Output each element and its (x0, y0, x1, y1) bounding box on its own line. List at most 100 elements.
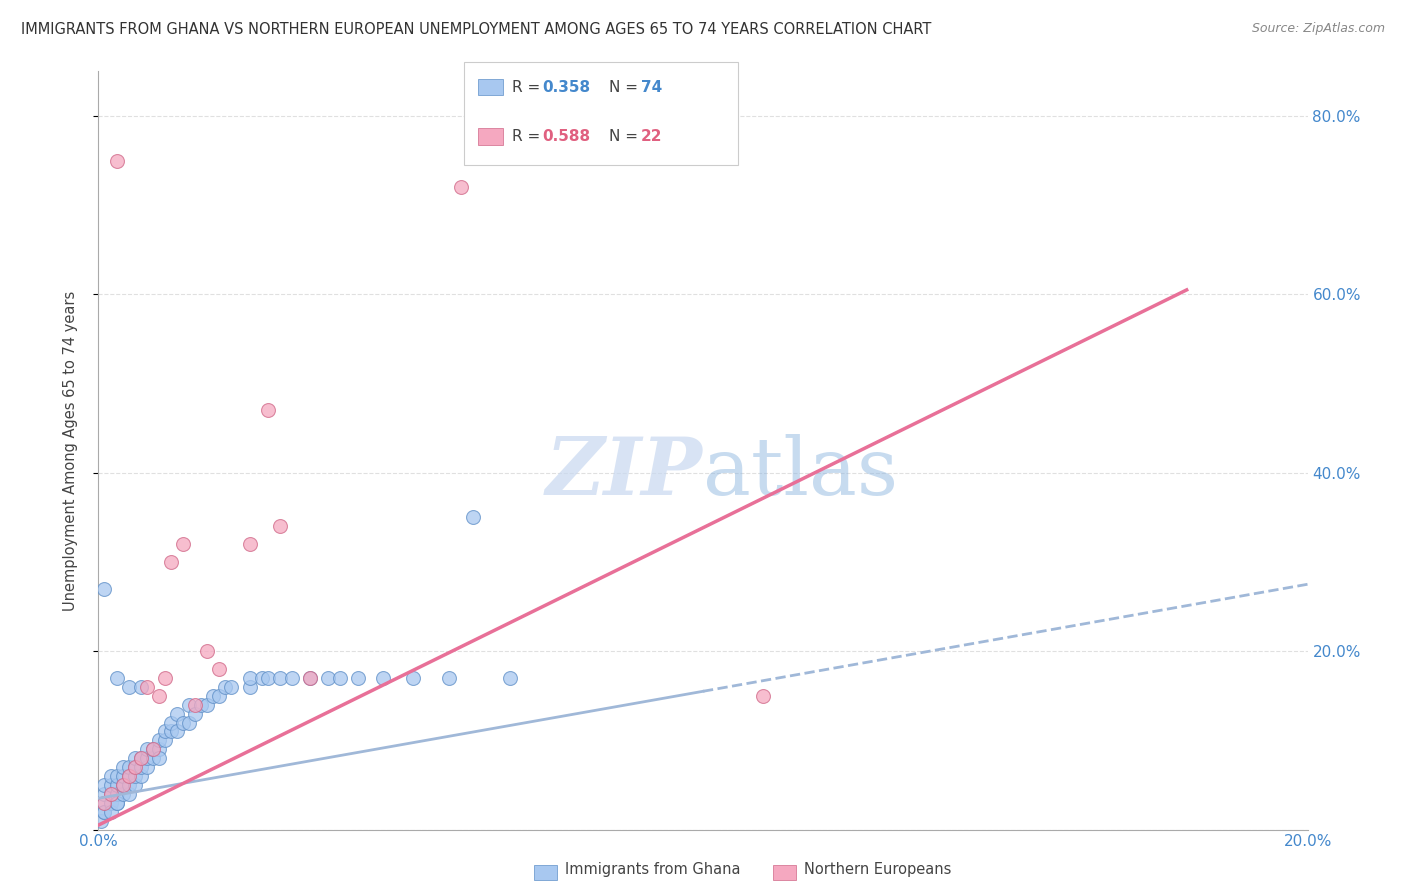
Text: ZIP: ZIP (546, 434, 703, 512)
Point (93, 787, 115, 801)
Point (124, 769, 146, 783)
Point (153, 671, 176, 685)
Point (142, 742, 165, 756)
Point (111, 778, 134, 792)
Point (437, 671, 460, 685)
Y-axis label: Unemployment Among Ages 65 to 74 years: Unemployment Among Ages 65 to 74 years (63, 290, 77, 611)
Point (148, 733, 170, 747)
Point (450, 180, 472, 194)
Point (135, 760, 157, 774)
Point (166, 706, 188, 721)
Point (148, 742, 170, 756)
Point (148, 751, 170, 765)
Point (239, 537, 262, 551)
Point (111, 778, 134, 792)
Point (347, 671, 370, 685)
Point (281, 671, 304, 685)
Point (269, 671, 291, 685)
Point (148, 689, 170, 703)
Point (239, 671, 262, 685)
Point (118, 760, 141, 774)
Point (93, 796, 115, 810)
Point (250, 671, 273, 685)
Point (371, 671, 394, 685)
Point (118, 769, 141, 783)
Point (93, 805, 115, 819)
Text: R =: R = (512, 80, 546, 95)
Point (179, 715, 201, 730)
Point (135, 680, 157, 694)
Point (105, 787, 128, 801)
Point (142, 742, 165, 756)
Point (118, 787, 141, 801)
Point (190, 698, 212, 712)
Point (202, 689, 225, 703)
Point (166, 724, 188, 739)
Text: IMMIGRANTS FROM GHANA VS NORTHERN EUROPEAN UNEMPLOYMENT AMONG AGES 65 TO 74 YEAR: IMMIGRANTS FROM GHANA VS NORTHERN EUROPE… (21, 22, 931, 37)
Point (100, 796, 122, 810)
Point (299, 671, 322, 685)
Point (124, 760, 146, 774)
Text: N =: N = (609, 80, 643, 95)
Point (111, 769, 134, 783)
Point (316, 671, 339, 685)
Point (105, 796, 128, 810)
Point (111, 760, 134, 774)
Point (269, 519, 291, 533)
Point (172, 537, 194, 551)
Point (93, 796, 115, 810)
Point (118, 778, 141, 792)
Point (100, 787, 122, 801)
Point (118, 680, 141, 694)
Point (752, 689, 775, 703)
Point (184, 706, 207, 721)
Point (299, 671, 322, 685)
Point (105, 671, 128, 685)
Point (160, 715, 183, 730)
Point (256, 403, 278, 417)
Text: 0.588: 0.588 (543, 129, 591, 144)
Text: Source: ZipAtlas.com: Source: ZipAtlas.com (1251, 22, 1385, 36)
Point (195, 698, 218, 712)
Text: Northern Europeans: Northern Europeans (804, 863, 952, 877)
Point (129, 680, 152, 694)
Point (105, 769, 128, 783)
Text: 22: 22 (641, 129, 662, 144)
Point (221, 680, 243, 694)
Text: R =: R = (512, 129, 546, 144)
Text: N =: N = (609, 129, 643, 144)
Point (129, 751, 152, 765)
Point (129, 760, 152, 774)
Point (153, 733, 176, 747)
Point (129, 751, 152, 765)
Text: atlas: atlas (703, 434, 898, 512)
Point (105, 778, 128, 792)
Point (124, 778, 146, 792)
Point (135, 742, 157, 756)
Point (256, 671, 278, 685)
Point (93, 582, 115, 596)
Point (105, 796, 128, 810)
Point (498, 671, 520, 685)
Point (93, 778, 115, 792)
Point (124, 751, 146, 765)
Point (105, 153, 128, 168)
Point (93, 805, 115, 819)
Point (184, 698, 207, 712)
Point (160, 555, 183, 569)
Point (100, 787, 122, 801)
Point (208, 662, 231, 676)
Point (214, 680, 236, 694)
Point (239, 680, 262, 694)
Point (463, 510, 485, 524)
Point (90, 814, 112, 828)
Point (329, 671, 352, 685)
Text: 0.358: 0.358 (543, 80, 591, 95)
Point (208, 689, 231, 703)
Point (179, 698, 201, 712)
Point (100, 778, 122, 792)
Point (142, 751, 165, 765)
Text: Immigrants from Ghana: Immigrants from Ghana (565, 863, 741, 877)
Point (135, 751, 157, 765)
Point (172, 715, 194, 730)
